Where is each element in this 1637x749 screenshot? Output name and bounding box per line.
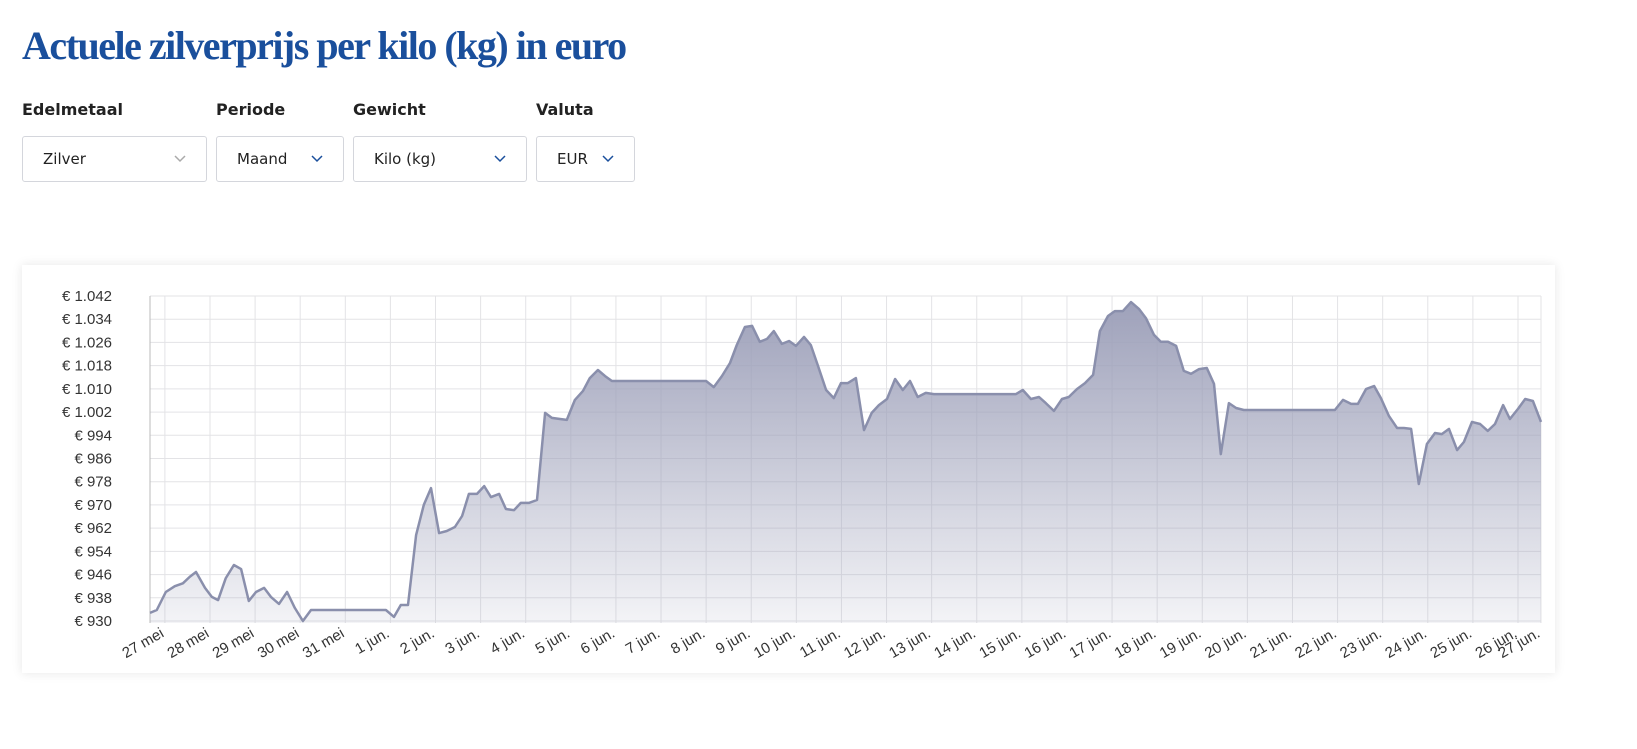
dropdown-value: Kilo (kg)	[374, 150, 437, 168]
x-tick-label: 6 jun.	[578, 625, 618, 658]
x-tick-label: 19 jun.	[1157, 625, 1205, 662]
x-tick-label: 29 mei	[210, 625, 257, 662]
chevron	[174, 155, 186, 163]
chevron	[494, 155, 506, 163]
y-tick-label: € 1.042	[62, 288, 112, 305]
area	[150, 302, 1541, 623]
x-tick-label: 31 mei	[300, 625, 347, 662]
x-tick-label: 15 jun.	[976, 625, 1024, 662]
line	[149, 300, 1543, 623]
x-tick-label: 23 jun.	[1337, 625, 1385, 662]
y-tick-label: € 962	[74, 520, 112, 537]
y-tick-label: € 938	[74, 590, 112, 607]
y-tick-label: € 994	[74, 427, 112, 444]
x-tick-label: 7 jun.	[623, 625, 663, 658]
x-tick-label: 25 jun.	[1427, 625, 1475, 662]
y-tick-label: € 970	[74, 497, 112, 514]
y-tick-label: € 946	[74, 567, 112, 584]
filter-label: Gewicht	[353, 100, 426, 119]
y-tick-label: € 1.010	[62, 381, 112, 398]
dropdown[interactable]: EUR	[536, 136, 635, 182]
dropdown[interactable]: Maand	[216, 136, 344, 182]
filter: Periode Maand	[216, 100, 344, 182]
dropdown-value: Zilver	[43, 150, 86, 168]
x-tick-label: 27 mei	[119, 625, 166, 662]
x-tick-label: 28 mei	[164, 625, 211, 662]
filter-label: Edelmetaal	[22, 100, 123, 119]
x-tick-label: 17 jun.	[1067, 625, 1115, 662]
x-tick-label: 18 jun.	[1112, 625, 1160, 662]
x-tick-label: 14 jun.	[931, 625, 979, 662]
filter: Gewicht Kilo (kg)	[353, 100, 527, 182]
y-tick-label: € 978	[74, 474, 112, 491]
x-tick-label: 10 jun.	[751, 625, 799, 662]
x-tick-label: 21 jun.	[1247, 625, 1295, 662]
x-tick-label: 11 jun.	[797, 625, 844, 662]
dropdown-value: EUR	[557, 150, 588, 168]
x-tick-label: 9 jun.	[713, 625, 753, 658]
x-tick-label: 22 jun.	[1292, 625, 1340, 662]
y-tick-label: € 986	[74, 451, 112, 468]
y-tick-label: € 954	[74, 543, 112, 560]
x-tick-label: 2 jun.	[397, 625, 437, 658]
x-tick-label: 24 jun.	[1382, 625, 1430, 662]
y-tick-label: € 930	[74, 613, 112, 630]
dropdown[interactable]: Kilo (kg)	[353, 136, 527, 182]
y-tick-label: € 1.002	[62, 404, 112, 421]
page-title: Actuele zilverprijs per kilo (kg) in eur…	[22, 23, 627, 68]
chevron	[311, 155, 323, 163]
dropdown[interactable]: Zilver	[22, 136, 207, 182]
chevron	[602, 155, 614, 163]
y-tick-label: € 1.026	[62, 334, 112, 351]
x-tick-label: 3 jun.	[442, 625, 482, 658]
x-tick-label: 16 jun.	[1021, 625, 1069, 662]
y-tick-label: € 1.034	[62, 311, 112, 328]
x-tick-label: 8 jun.	[668, 625, 708, 658]
dropdown-value: Maand	[237, 150, 288, 168]
x-tick-label: 20 jun.	[1202, 625, 1250, 662]
x-tick-label: 4 jun.	[487, 625, 527, 658]
x-tick-label: 30 mei	[255, 625, 302, 662]
filter-label: Periode	[216, 100, 286, 119]
filter: Valuta EUR	[536, 100, 635, 182]
x-tick-label: 5 jun.	[533, 625, 573, 658]
x-tick-label: 1 jun.	[352, 625, 392, 658]
y-tick-label: € 1.018	[62, 358, 112, 375]
x-tick-label: 13 jun.	[886, 625, 934, 662]
filter: Edelmetaal Zilver	[22, 100, 207, 182]
x-tick-label: 12 jun.	[841, 625, 889, 662]
filter-label: Valuta	[536, 100, 594, 119]
